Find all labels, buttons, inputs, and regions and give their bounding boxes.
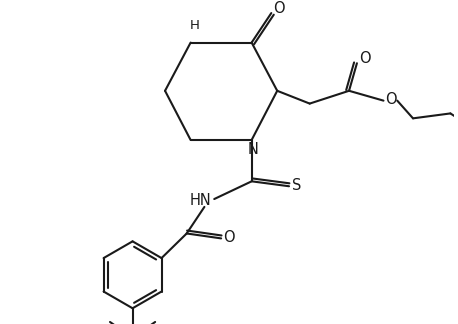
Text: H: H (190, 19, 200, 32)
Text: N: N (247, 142, 258, 157)
Text: O: O (359, 51, 371, 66)
Text: HN: HN (190, 192, 211, 207)
Text: S: S (292, 178, 301, 193)
Text: O: O (223, 230, 235, 245)
Text: O: O (273, 1, 285, 16)
Text: O: O (386, 92, 397, 107)
